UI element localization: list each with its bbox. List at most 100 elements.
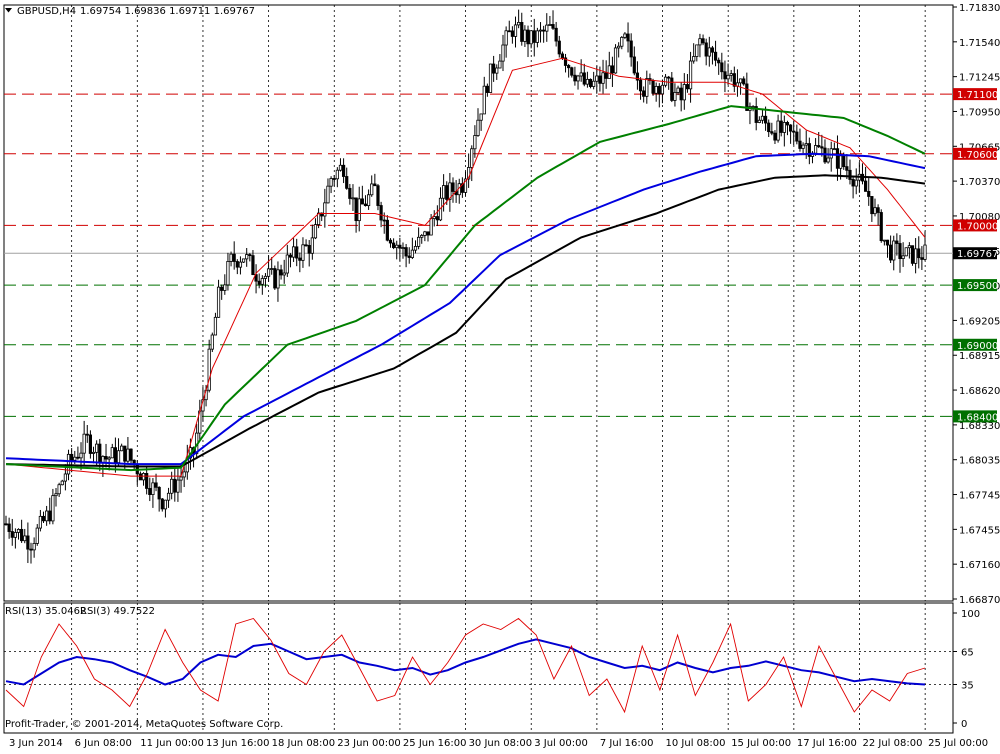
candle-body — [554, 27, 558, 42]
candle-body — [713, 51, 718, 61]
candle-body — [335, 169, 339, 180]
rsi-label-3: RSI(3) 49.7522 — [80, 606, 155, 617]
candle-body — [379, 205, 383, 221]
candle-body — [232, 253, 236, 262]
candle-body — [604, 72, 608, 79]
candle-body — [395, 244, 399, 249]
candle-body — [582, 72, 586, 85]
candle-body — [363, 203, 368, 207]
y-tick-label: 1.68035 — [959, 456, 1000, 467]
candle-body — [348, 187, 352, 199]
candle-body — [535, 30, 539, 43]
candle-body — [20, 528, 24, 542]
candle-body — [667, 76, 671, 79]
candle-body — [538, 29, 543, 32]
level-tag — [953, 279, 997, 292]
candle-body — [673, 92, 677, 101]
candle-body — [341, 164, 346, 177]
candle-body — [657, 85, 661, 95]
candle-body — [526, 29, 530, 45]
rsi-panel — [3, 602, 954, 734]
rsi-y-tick-label: 0 — [961, 719, 967, 730]
candle-body — [660, 84, 665, 95]
candle-body — [813, 145, 818, 154]
candle-body — [213, 316, 218, 336]
candle-body — [138, 473, 143, 481]
candle-body — [323, 202, 327, 217]
x-tick-label: 10 Jul 08:00 — [666, 738, 726, 749]
candle-body — [892, 240, 896, 261]
candle-body — [29, 548, 33, 551]
candle-body — [542, 29, 546, 32]
candle-body — [263, 275, 268, 279]
moving-average-black-line — [5, 174, 926, 468]
candle-body — [426, 231, 430, 236]
candle-body — [610, 65, 615, 74]
level-label: 1.69000 — [957, 341, 998, 352]
candle-body — [895, 240, 899, 244]
candle-body — [763, 115, 768, 124]
candle-body — [241, 258, 246, 263]
candle-body — [638, 79, 643, 92]
candle-body — [710, 47, 715, 53]
candle-body — [173, 478, 177, 493]
candle-body — [257, 280, 261, 285]
candle-body — [460, 183, 464, 193]
candle-body — [873, 207, 877, 215]
candle-body — [617, 45, 621, 49]
candle-body — [613, 47, 618, 74]
candle-body — [642, 90, 646, 97]
candle-body — [329, 178, 333, 187]
candle-body — [692, 56, 696, 62]
candle-body — [248, 254, 252, 257]
rsi-y-tick-label: 100 — [961, 609, 980, 620]
candle-body — [529, 30, 533, 45]
candle-body — [488, 63, 493, 93]
candle-body — [848, 169, 852, 180]
rsi-label-13: RSI(13) 35.0462 — [5, 606, 86, 617]
candle-body — [154, 482, 158, 488]
y-tick-label: 1.67745 — [959, 491, 1000, 502]
candle-body — [551, 24, 555, 29]
candle-body — [51, 495, 55, 522]
x-tick-label: 6 Jun 08:00 — [75, 738, 132, 749]
candle-body — [745, 83, 749, 111]
candle-body — [410, 249, 414, 258]
candle-body — [817, 145, 821, 148]
y-tick-label: 1.67160 — [959, 560, 1000, 571]
candle-body — [113, 447, 118, 464]
candle-body — [532, 30, 536, 43]
candle-body — [801, 144, 805, 149]
candle-body — [563, 57, 568, 66]
candle-body — [63, 473, 67, 482]
candle-body — [301, 244, 305, 261]
candle-body — [160, 498, 164, 510]
candle-body — [91, 451, 96, 454]
candle-body — [785, 122, 790, 126]
collapse-triangle-icon[interactable] — [5, 8, 12, 13]
candle-body — [504, 30, 508, 46]
candle-body — [413, 245, 418, 251]
candle-body — [592, 80, 596, 87]
candle-body — [60, 480, 64, 486]
y-tick-label: 1.68330 — [959, 421, 1000, 432]
candle-body — [129, 448, 133, 461]
candle-body — [629, 40, 633, 58]
candle-body — [229, 253, 233, 262]
candle-body — [70, 453, 74, 461]
candle-body — [4, 523, 8, 526]
candles — [4, 9, 927, 564]
candle-body — [885, 239, 890, 246]
candle-body — [567, 65, 571, 69]
candle-body — [482, 85, 486, 115]
x-tick-label: 25 Jul 00:00 — [928, 738, 988, 749]
candle-body — [807, 143, 811, 157]
candle-body — [770, 131, 774, 134]
level-tag — [953, 338, 997, 351]
candle-body — [279, 269, 283, 276]
candle-body — [767, 122, 771, 133]
candle-body — [388, 239, 393, 244]
y-tick-label: 1.66870 — [959, 595, 1000, 606]
candle-body — [607, 65, 611, 79]
